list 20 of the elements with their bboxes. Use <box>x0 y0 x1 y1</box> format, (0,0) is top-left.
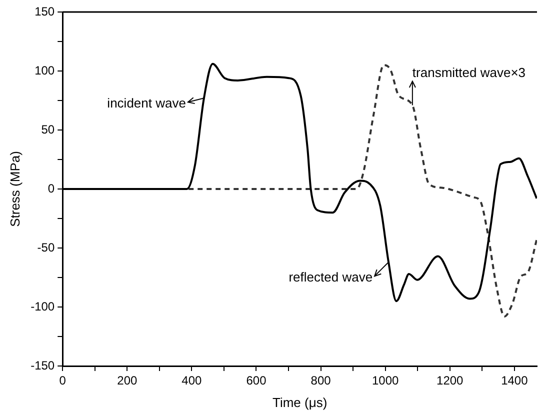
x-tick-label: 800 <box>310 374 332 388</box>
y-tick-label: 100 <box>34 63 55 78</box>
x-tick-label: 1200 <box>436 374 464 388</box>
y-axis-title: Stress (MPa) <box>7 151 22 227</box>
x-tick-label: 400 <box>182 374 202 388</box>
x-tick-label: 0 <box>59 374 66 388</box>
x-tick-label: 200 <box>117 374 138 388</box>
annotation: incident wave <box>107 96 186 111</box>
annotation: reflected wave <box>288 270 373 285</box>
y-tick-label: 50 <box>41 122 55 136</box>
x-tick-label: 1400 <box>501 374 528 388</box>
y-tick-label: 0 <box>48 181 55 196</box>
y-tick-label: 150 <box>34 4 55 18</box>
y-tick-label: -150 <box>30 358 55 372</box>
annotation: transmitted wave×3 <box>412 64 526 80</box>
x-tick-label: 1000 <box>372 374 399 388</box>
x-axis-title: Time (μs) <box>272 394 328 410</box>
y-tick-label: -100 <box>30 299 55 314</box>
x-tick-label: 600 <box>246 374 267 388</box>
y-tick-label: -50 <box>37 240 55 254</box>
